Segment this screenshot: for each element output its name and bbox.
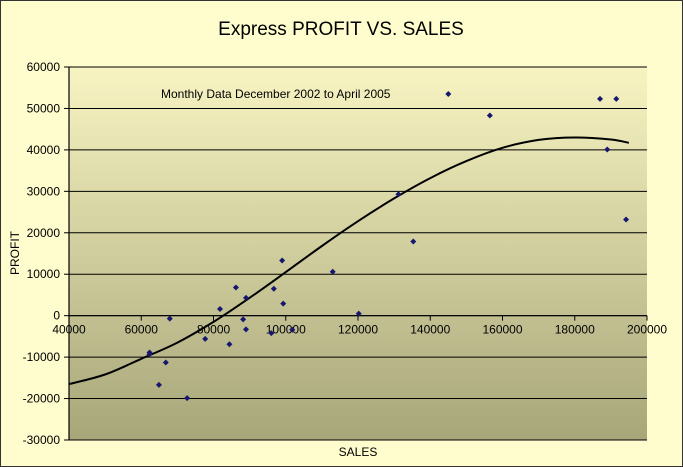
data-point	[279, 257, 286, 264]
plot-area	[69, 67, 647, 440]
x-axis-label: SALES	[339, 445, 378, 459]
data-point	[445, 90, 452, 97]
data-point	[604, 146, 611, 153]
y-axis-label: PROFIT	[8, 230, 22, 275]
y-tick-label: -20000	[23, 392, 61, 406]
data-point	[166, 315, 173, 322]
data-point	[355, 310, 362, 317]
y-tick-label: 40000	[27, 143, 61, 157]
data-point	[243, 294, 250, 301]
data-point	[270, 285, 277, 292]
y-axis-ticks: -30000 -20000 -10000 0 10000 20000 30000 40000 5…	[23, 60, 69, 447]
y-tick-label: 50000	[27, 101, 61, 115]
data-point	[280, 300, 287, 307]
data-point	[217, 306, 224, 313]
chart-title: Express PROFIT VS. SALES	[218, 19, 464, 40]
data-point	[289, 326, 296, 333]
x-tick-label: 40000	[52, 323, 86, 337]
trendline	[68, 136, 630, 386]
x-tick-label: 180000	[555, 323, 595, 337]
chart-annotation: Monthly Data December 2002 to April 2005	[161, 87, 391, 101]
y-tick-label: -10000	[23, 350, 61, 364]
y-tick-label: 30000	[27, 184, 61, 198]
y-tick-label: 10000	[27, 267, 61, 281]
data-point	[268, 330, 275, 337]
data-point	[243, 326, 250, 333]
data-point	[232, 284, 239, 291]
y-tick-label: 0	[53, 309, 60, 323]
x-tick-label: 100000	[266, 323, 306, 337]
data-point	[597, 95, 604, 102]
data-point	[329, 268, 336, 275]
data-point	[184, 395, 191, 402]
data-point	[226, 341, 233, 348]
x-tick-label: 120000	[338, 323, 378, 337]
y-tick-label: -30000	[23, 433, 61, 447]
data-point	[623, 216, 630, 223]
data-points	[146, 90, 630, 402]
data-point	[146, 351, 153, 358]
data-point	[202, 335, 209, 342]
data-point	[486, 112, 493, 119]
x-tick-label: 200000	[627, 323, 667, 337]
data-point	[613, 95, 620, 102]
x-tick-label: 140000	[410, 323, 450, 337]
x-tick-label: 60000	[125, 323, 159, 337]
data-point	[395, 191, 402, 198]
y-tick-label: 20000	[27, 226, 61, 240]
x-tick-label: 160000	[482, 323, 522, 337]
data-point	[155, 381, 162, 388]
y-tick-label: 60000	[27, 60, 61, 74]
data-point	[410, 238, 417, 245]
data-point	[240, 316, 247, 323]
data-point	[162, 359, 169, 366]
